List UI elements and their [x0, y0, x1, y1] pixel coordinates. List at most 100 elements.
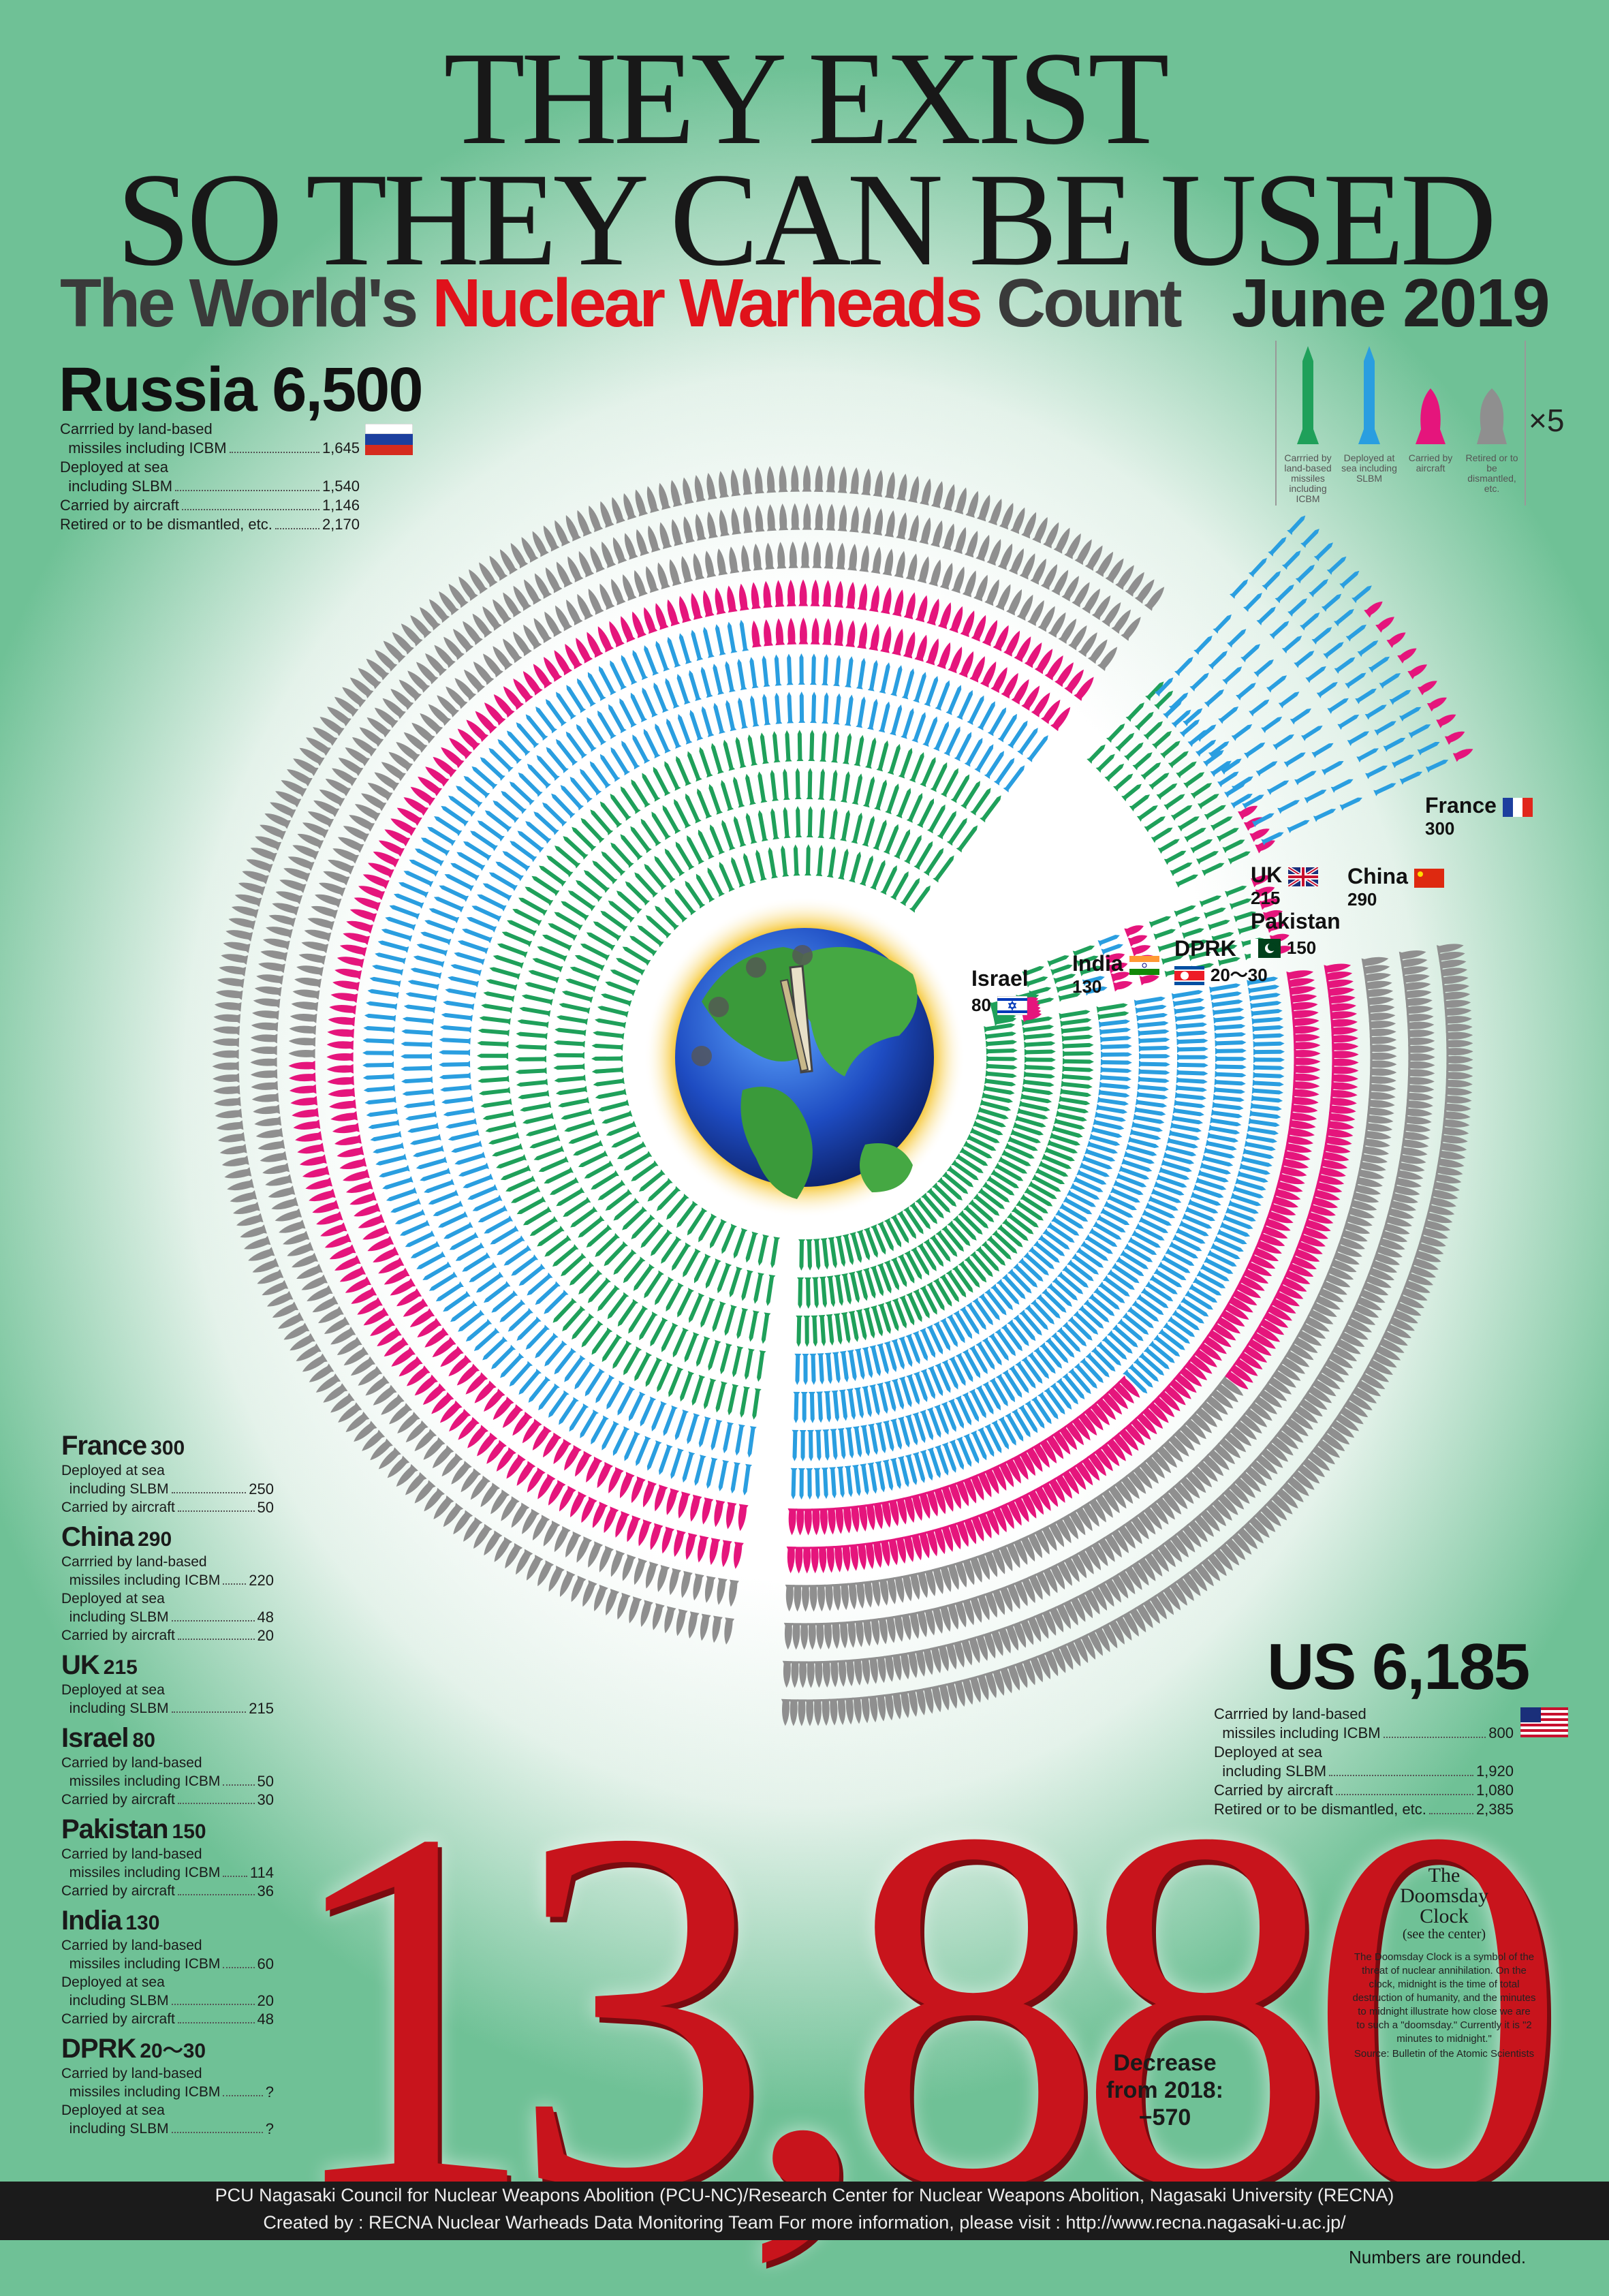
warhead-icon-icbm	[770, 769, 779, 801]
warhead-icon-retired	[1367, 1106, 1394, 1116]
warhead-icon-slbm	[1399, 771, 1423, 785]
warhead-icon-slbm	[991, 1420, 1009, 1450]
warhead-icon-retired	[1218, 1542, 1240, 1566]
warhead-icon-icbm	[518, 897, 548, 916]
warhead-icon-slbm	[890, 1457, 901, 1489]
warhead-icon-retired	[1047, 1521, 1065, 1547]
warhead-icon-slbm	[739, 619, 749, 651]
warhead-icon-icbm	[793, 844, 800, 876]
warhead-icon-slbm	[407, 1122, 439, 1133]
warhead-icon-slbm	[394, 1209, 426, 1225]
warhead-icon-icbm	[982, 1091, 1014, 1103]
warhead-icon-icbm	[478, 1087, 511, 1096]
warhead-icon-aircraft	[803, 1508, 813, 1536]
warhead-icon-retired	[645, 1562, 659, 1589]
warhead-icon-aircraft	[1287, 1261, 1314, 1277]
warhead-icon-slbm	[1136, 1091, 1168, 1100]
warhead-icon-slbm	[424, 920, 456, 935]
country-row: Carried by land-based missiles including…	[61, 2064, 274, 2101]
warhead-icon-slbm	[390, 1198, 421, 1213]
warhead-icon-icbm	[1156, 783, 1178, 801]
warhead-icon-aircraft	[1064, 1421, 1084, 1446]
warhead-icon-icbm	[1204, 907, 1226, 919]
warhead-icon-aircraft	[1183, 1359, 1208, 1380]
warhead-icon-icbm	[687, 751, 702, 782]
warhead-icon-slbm	[832, 693, 841, 725]
warhead-icon-icbm	[644, 863, 667, 890]
warhead-icon-retired	[1206, 1552, 1227, 1577]
warhead-icon-retired	[1162, 1538, 1183, 1563]
warhead-icon-icbm	[980, 1099, 1012, 1111]
warhead-icon-aircraft	[439, 1400, 463, 1423]
chart-label-india: India 130	[1072, 951, 1159, 997]
warhead-icon-aircraft	[1099, 1442, 1120, 1467]
country-row: Deployed at sea including SLBM 215	[61, 1681, 274, 1718]
warhead-icon-aircraft	[465, 1372, 488, 1395]
russia-row: Carried by aircraft 1,146	[60, 496, 360, 515]
warhead-icon-icbm	[697, 788, 713, 819]
warhead-icon-retired	[327, 707, 352, 727]
warhead-icon-retired	[559, 1570, 576, 1598]
warhead-icon-retired	[1366, 1113, 1394, 1124]
warhead-icon-icbm	[1031, 1174, 1061, 1192]
warhead-icon-icbm	[1204, 805, 1226, 820]
warhead-icon-slbm	[385, 916, 416, 931]
warhead-icon-aircraft	[969, 1474, 984, 1501]
warhead-icon-slbm	[1202, 750, 1224, 767]
warhead-icon-slbm	[525, 821, 552, 844]
warhead-icon-slbm	[501, 790, 527, 814]
warhead-icon-icbm	[1060, 1018, 1092, 1027]
warhead-icon-retired	[250, 1045, 277, 1055]
warhead-icon-slbm	[1051, 1215, 1080, 1236]
warhead-icon-retired	[901, 1574, 912, 1602]
warhead-icon-slbm	[375, 952, 406, 965]
warhead-icon-icbm	[554, 1074, 586, 1083]
warhead-icon-slbm	[1098, 1089, 1130, 1098]
warhead-icon-retired	[325, 779, 352, 796]
warhead-icon-icbm	[1059, 1095, 1091, 1106]
warhead-icon-slbm	[1168, 1241, 1199, 1259]
warhead-icon-slbm	[1347, 731, 1370, 746]
warhead-icon-retired	[999, 1666, 1012, 1694]
warhead-icon-icbm	[856, 1309, 867, 1341]
warhead-icon-icbm	[1007, 1136, 1038, 1151]
warhead-icon-aircraft	[869, 585, 879, 612]
warhead-icon-retired	[792, 1623, 802, 1650]
warhead-icon-aircraft	[1330, 1019, 1358, 1029]
warhead-icon-retired	[884, 1693, 894, 1721]
warhead-icon-aircraft	[845, 582, 856, 609]
warhead-icon-slbm	[475, 1271, 504, 1293]
warhead-icon-aircraft	[1266, 922, 1287, 933]
warhead-icon-retired	[1083, 1545, 1102, 1570]
main-title-line-2: SO THEY CAN BE USED	[116, 146, 1497, 294]
warhead-icon-aircraft	[856, 1542, 866, 1570]
warhead-icon-slbm	[610, 747, 631, 776]
chart-label-pakistan-total: 150	[1286, 937, 1317, 958]
warhead-icon-retired	[1444, 1102, 1471, 1112]
warhead-icon-slbm	[1179, 719, 1200, 738]
warhead-icon-retired	[472, 613, 493, 638]
warhead-icon-aircraft	[403, 797, 429, 816]
warhead-icon-aircraft	[880, 1500, 891, 1528]
warhead-icon-slbm	[1212, 1101, 1244, 1111]
warhead-icon-icbm	[829, 769, 838, 801]
warhead-icon-aircraft	[575, 1450, 593, 1477]
warhead-icon-retired	[215, 1108, 243, 1119]
warhead-icon-retired	[1444, 1094, 1472, 1104]
warhead-icon-retired	[217, 1132, 245, 1143]
warhead-icon-slbm	[544, 1340, 567, 1367]
warhead-icon-icbm	[553, 1040, 585, 1048]
warhead-icon-aircraft	[841, 1545, 851, 1572]
warhead-icon-icbm	[854, 734, 864, 766]
warhead-icon-icbm	[1024, 1041, 1056, 1049]
warhead-icon-slbm	[1138, 1060, 1170, 1068]
warhead-icon-retired	[1361, 957, 1389, 968]
warhead-icon-icbm	[851, 812, 863, 844]
warhead-icon-icbm	[674, 798, 691, 829]
warhead-icon-slbm	[1082, 976, 1105, 987]
warhead-icon-retired	[1166, 1485, 1188, 1510]
warhead-icon-icbm	[710, 743, 724, 775]
warhead-icon-retired	[1034, 1570, 1050, 1597]
legend-label-slbm: Deployed at sea including SLBM	[1341, 452, 1397, 484]
clock-subtitle: (see the center)	[1402, 1927, 1486, 1942]
